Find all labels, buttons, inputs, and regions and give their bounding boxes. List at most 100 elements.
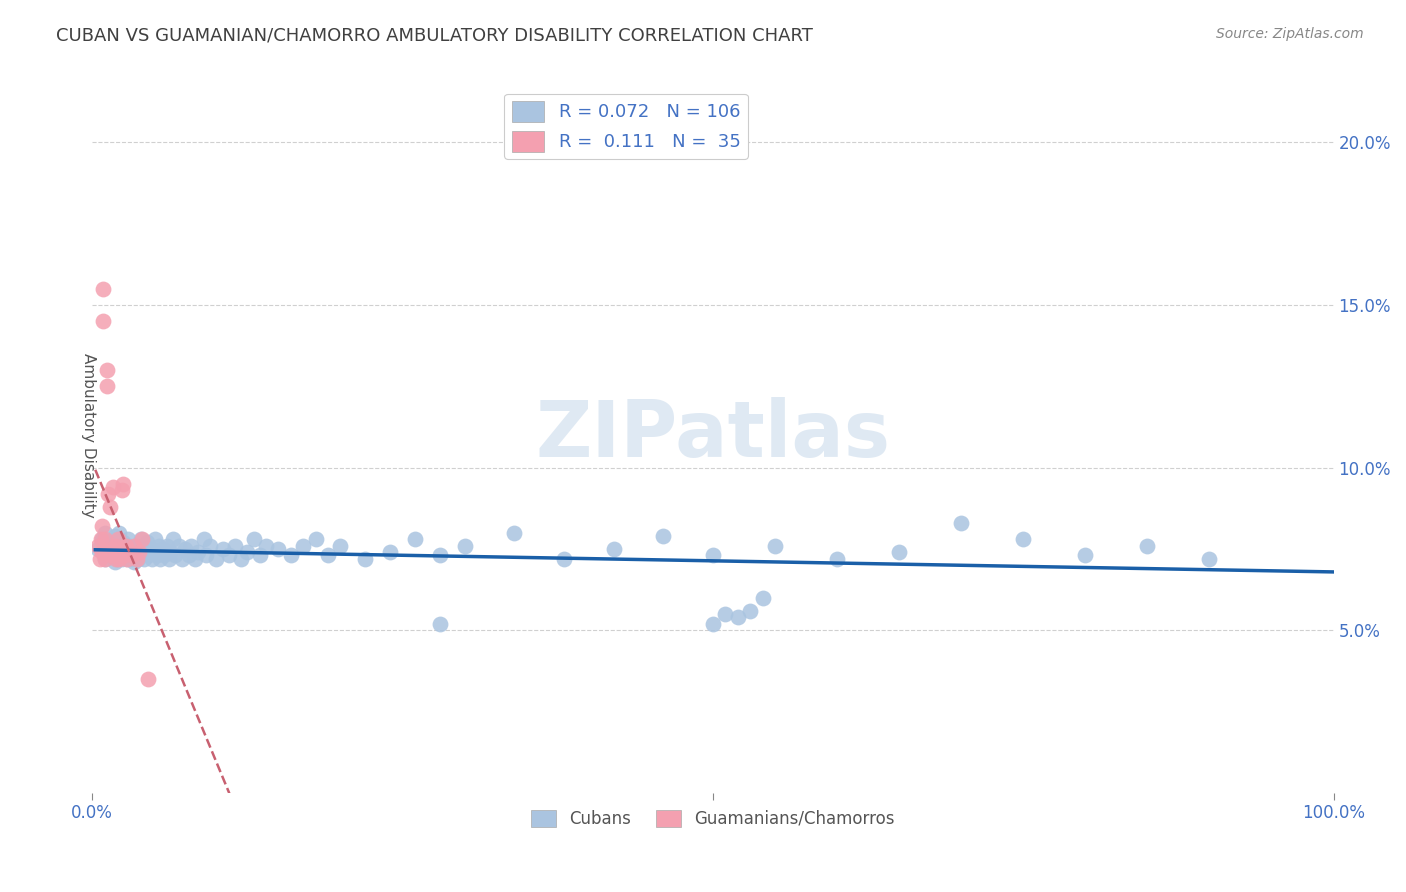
Point (107, 549, 129, 563)
Point (139, 541, 162, 556)
Point (280, 549, 302, 563)
Point (267, 541, 290, 556)
Point (329, 539, 352, 553)
Point (177, 549, 200, 563)
Point (128, 541, 150, 556)
Point (404, 532, 426, 546)
Point (118, 549, 141, 563)
Point (134, 551, 156, 566)
Point (1136, 539, 1159, 553)
Point (145, 549, 167, 563)
Point (887, 545, 910, 559)
Text: Source: ZipAtlas.com: Source: ZipAtlas.com (1216, 27, 1364, 41)
Point (118, 545, 141, 559)
Point (453, 539, 475, 553)
Point (125, 539, 148, 553)
Point (170, 551, 193, 566)
Point (187, 545, 209, 559)
Point (165, 549, 187, 563)
Point (702, 549, 724, 563)
Point (236, 545, 259, 559)
Point (111, 483, 134, 498)
Point (103, 541, 125, 556)
Point (763, 539, 786, 553)
Point (602, 541, 624, 556)
Legend: Cubans, Guamanians/Chamorros: Cubans, Guamanians/Chamorros (524, 803, 901, 834)
Point (141, 551, 163, 566)
Point (135, 545, 157, 559)
Point (1074, 549, 1097, 563)
Point (702, 616, 724, 631)
Point (114, 549, 136, 563)
Text: CUBAN VS GUAMANIAN/CHAMORRO AMBULATORY DISABILITY CORRELATION CHART: CUBAN VS GUAMANIAN/CHAMORRO AMBULATORY D… (56, 27, 813, 45)
Point (429, 616, 451, 631)
Point (91, 532, 114, 546)
Point (93, 282, 115, 296)
Point (112, 541, 135, 556)
Point (124, 539, 146, 553)
Point (292, 539, 315, 553)
Point (131, 532, 153, 546)
Point (114, 539, 136, 553)
Point (112, 535, 135, 549)
Point (135, 535, 157, 549)
Point (503, 525, 526, 540)
Point (149, 551, 172, 566)
Point (174, 541, 197, 556)
Point (122, 545, 145, 559)
Point (103, 480, 125, 494)
Point (108, 525, 131, 540)
Point (118, 539, 141, 553)
Point (1198, 551, 1220, 566)
Point (93, 551, 115, 566)
Point (124, 549, 146, 563)
Point (180, 539, 202, 553)
Point (950, 516, 973, 530)
Point (132, 539, 155, 553)
Text: ZIPatlas: ZIPatlas (536, 397, 890, 473)
Point (91, 545, 114, 559)
Point (89, 551, 111, 566)
Point (115, 551, 138, 566)
Point (107, 539, 129, 553)
Point (242, 532, 264, 546)
Point (97, 486, 120, 500)
Point (103, 555, 125, 569)
Point (825, 551, 848, 566)
Point (96, 363, 118, 377)
Point (193, 532, 215, 546)
Point (254, 539, 277, 553)
Point (120, 551, 142, 566)
Point (107, 532, 129, 546)
Point (429, 549, 451, 563)
Point (105, 545, 128, 559)
Point (108, 551, 131, 566)
Point (138, 549, 160, 563)
Point (195, 549, 218, 563)
Point (316, 549, 339, 563)
Point (104, 545, 127, 559)
Point (184, 551, 207, 566)
Point (153, 549, 176, 563)
Point (121, 541, 143, 556)
Point (112, 476, 135, 491)
Point (127, 551, 149, 566)
Point (211, 541, 233, 556)
Point (87, 541, 110, 556)
Point (93, 551, 115, 566)
Point (159, 545, 181, 559)
Y-axis label: Ambulatory Disability: Ambulatory Disability (82, 352, 96, 517)
Point (231, 551, 253, 566)
Point (93, 314, 115, 328)
Point (114, 549, 136, 563)
Point (740, 604, 762, 618)
Point (218, 549, 240, 563)
Point (117, 532, 139, 546)
Point (94, 545, 117, 559)
Point (354, 551, 377, 566)
Point (101, 541, 124, 556)
Point (378, 545, 401, 559)
Point (156, 539, 179, 553)
Point (115, 551, 138, 566)
Point (110, 541, 132, 556)
